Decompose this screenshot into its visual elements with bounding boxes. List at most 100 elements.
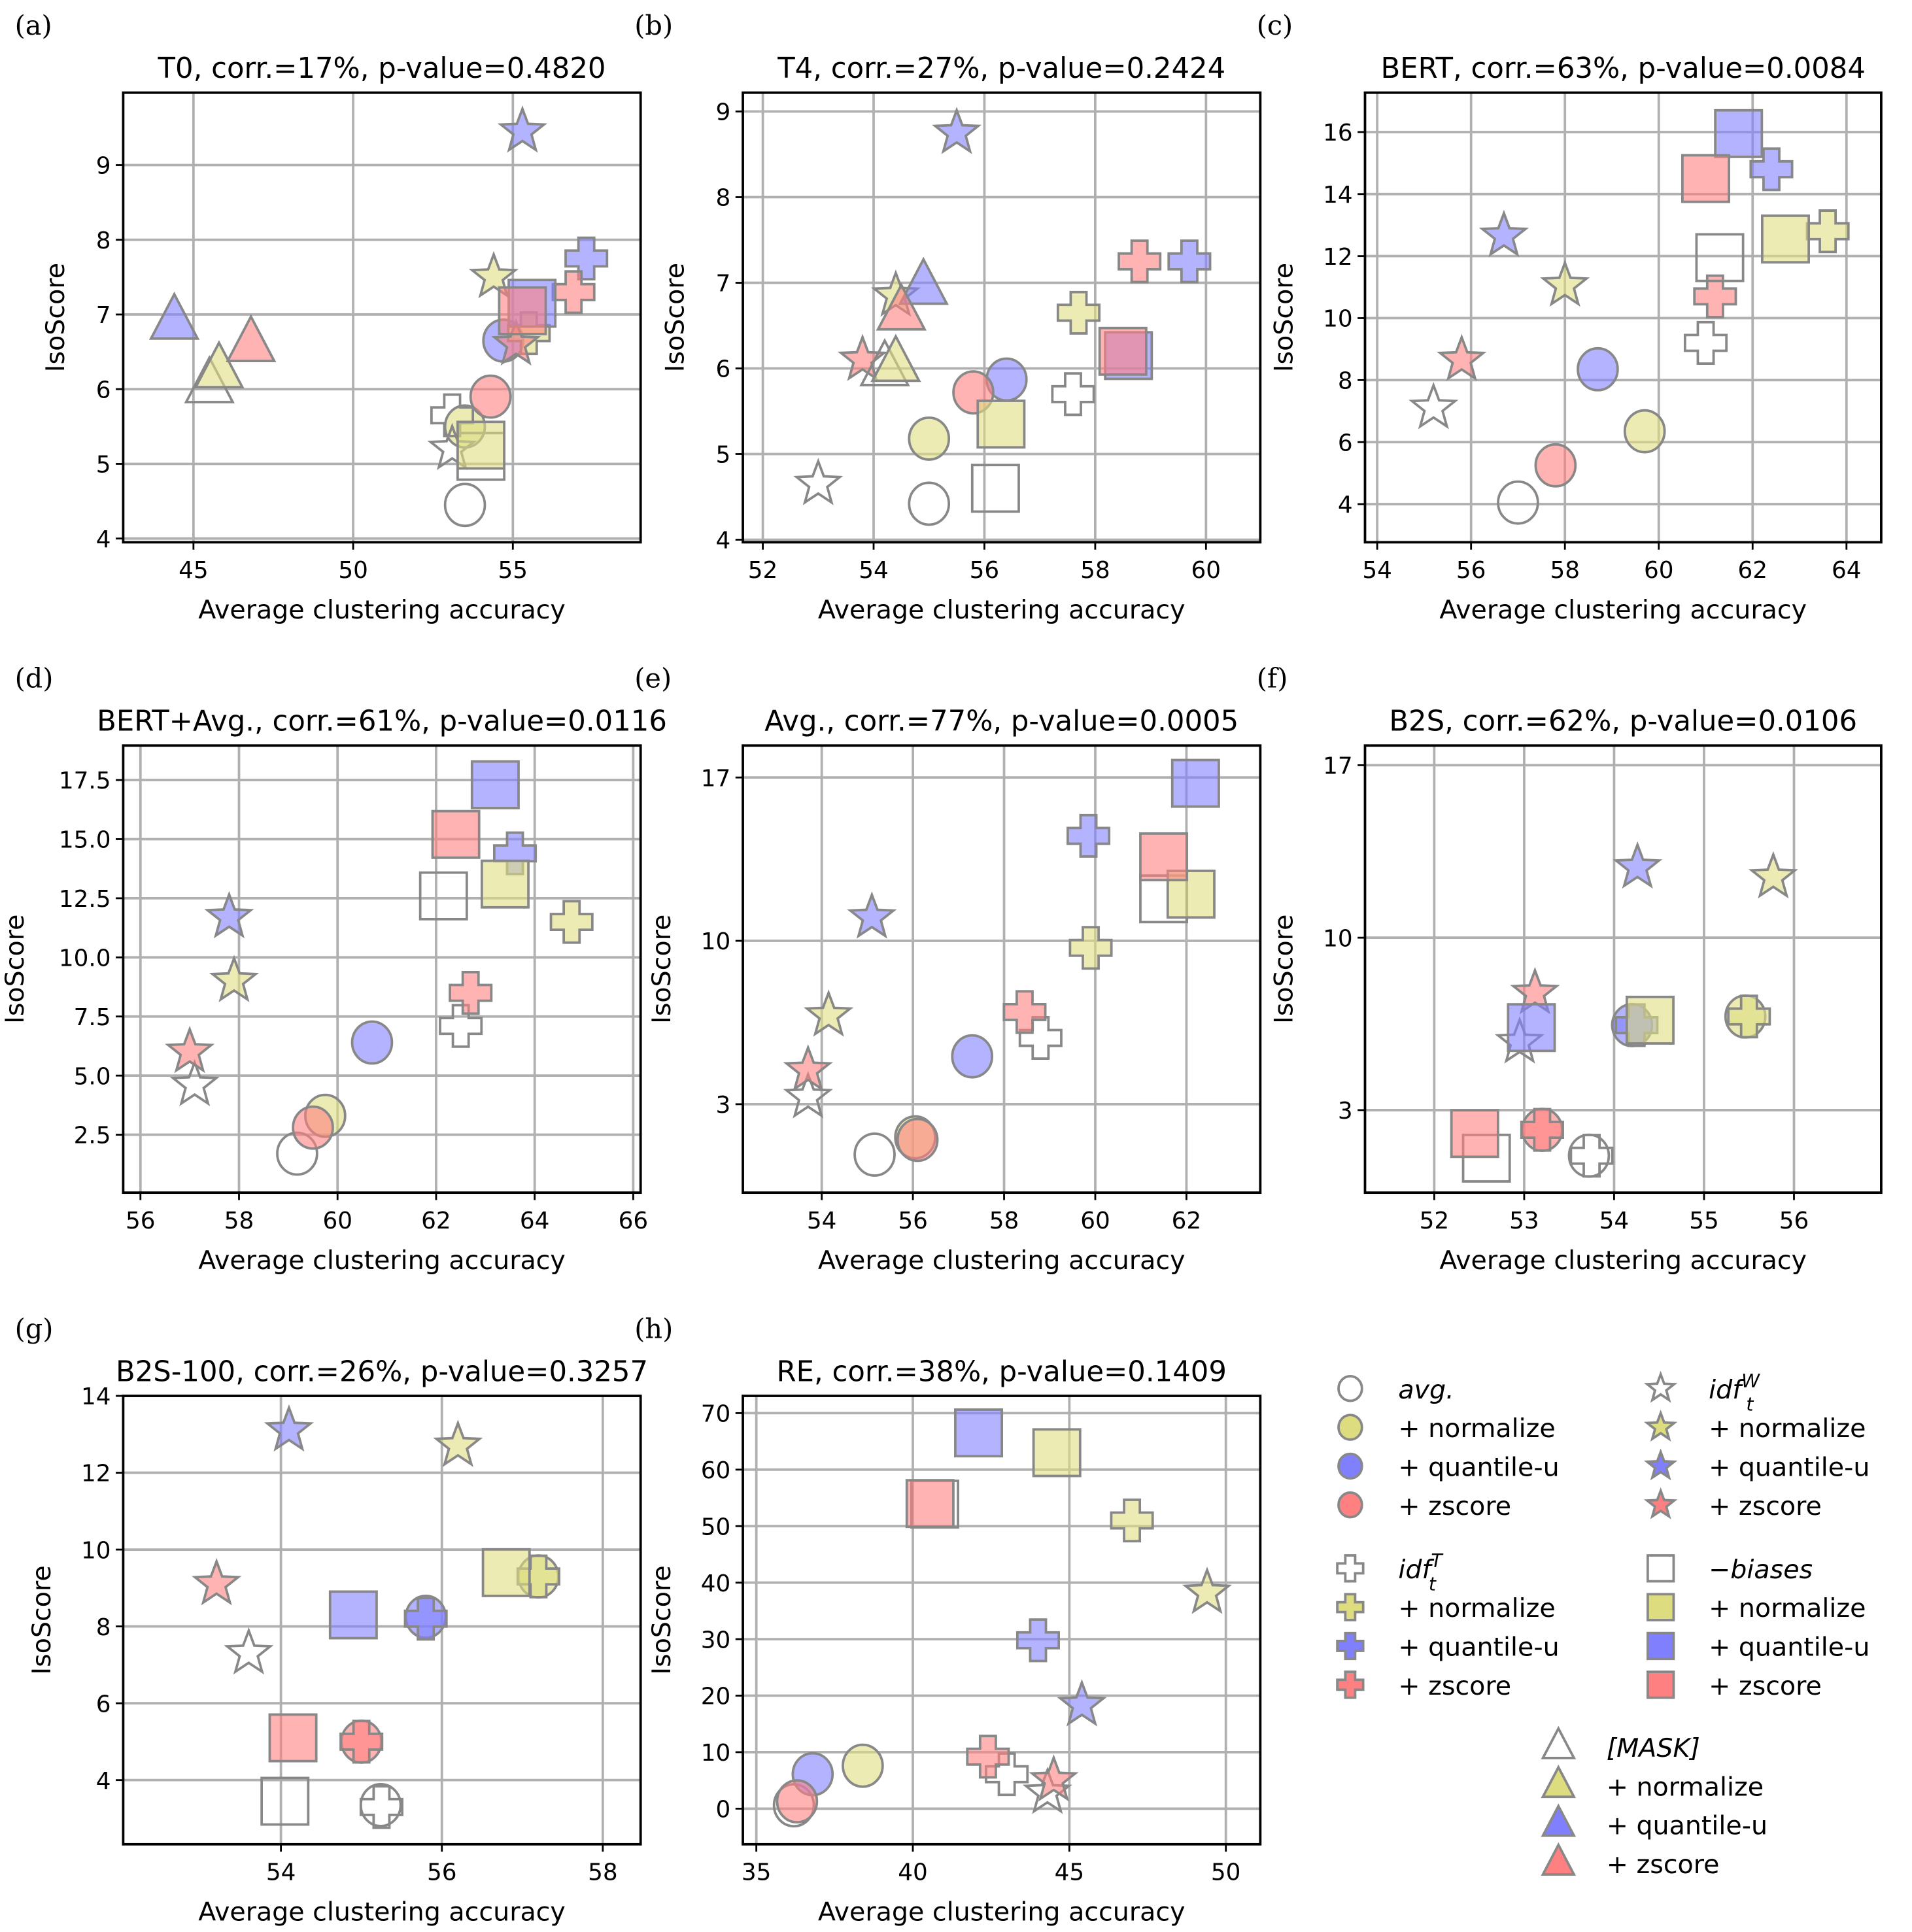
y-tick-label: 20	[701, 1684, 731, 1710]
y-tick-label: 16	[1323, 120, 1353, 146]
x-tick-label: 66	[619, 1208, 649, 1234]
y-tick-label: 12	[81, 1461, 111, 1487]
y-tick-label: 4	[1338, 492, 1353, 518]
legend-triangle-icon	[1541, 1803, 1577, 1837]
legend-star-icon	[1643, 1370, 1678, 1403]
point-plus-quantile-u	[1066, 813, 1111, 858]
data-points	[192, 1404, 560, 1829]
legend-item-square-normalize: + normalize	[1646, 1593, 1866, 1623]
panel-letter: (b)	[634, 10, 673, 41]
legend-label: + zscore	[1398, 1491, 1511, 1521]
legend-label-text: idf	[1709, 1375, 1745, 1405]
point-square-zscore	[1139, 832, 1189, 882]
y-tick-label: 12	[1323, 244, 1353, 271]
y-tick-label: 12.5	[59, 886, 111, 913]
point-star-zscore	[783, 1044, 833, 1092]
point-plus-normalize	[1727, 994, 1771, 1039]
legend-square-icon	[1646, 1593, 1675, 1621]
point-circle-zscore	[469, 374, 512, 419]
panel-letter: (g)	[15, 1313, 54, 1344]
point-star-zscore	[1437, 333, 1487, 381]
point-triangle-zscore	[226, 314, 277, 363]
x-tick-label: 64	[520, 1208, 550, 1234]
legend-label: + quantile-u	[1607, 1811, 1767, 1841]
legend-circle-icon	[1337, 1452, 1363, 1480]
point-plus-quantile-u	[1167, 239, 1212, 284]
legend-item-plus-quantile-u: + quantile-u	[1336, 1631, 1560, 1663]
panel-letter: (d)	[15, 663, 54, 694]
y-axis-label: IsoScore	[647, 915, 677, 1024]
point-plus-none	[359, 1785, 403, 1829]
x-tick-label: 55	[1689, 1208, 1719, 1234]
plot-frame	[742, 744, 1262, 1195]
data-points	[148, 105, 609, 528]
x-tick-label: 56	[126, 1208, 156, 1234]
legend-star-icon	[1643, 1410, 1678, 1442]
point-star-none	[169, 1059, 220, 1107]
point-plus-normalize	[1056, 290, 1101, 335]
x-tick-label: 60	[322, 1208, 352, 1234]
point-circle-none	[853, 1132, 896, 1177]
data-points	[165, 760, 594, 1176]
legend-label: + quantile-u	[1398, 1452, 1559, 1482]
x-tick-label: 60	[1080, 1208, 1110, 1234]
y-tick-label: 17.5	[59, 768, 111, 794]
point-star-none	[793, 458, 844, 505]
point-plus-quantile-u	[1016, 1618, 1061, 1663]
point-plus-zscore	[1118, 239, 1162, 284]
x-axis-label: Average clustering accuracy	[198, 1897, 566, 1927]
y-tick-label: 10	[81, 1537, 111, 1564]
legend-label: + zscore	[1709, 1671, 1822, 1701]
point-plus-normalize	[1110, 1499, 1154, 1543]
point-square-quantile-u	[954, 1408, 1004, 1458]
data-points	[793, 107, 1212, 526]
x-axis-label: Average clustering accuracy	[198, 1246, 566, 1276]
legend-triangle-icon	[1541, 1725, 1577, 1759]
point-star-quantile-u	[497, 105, 548, 153]
point-star-normalize	[1748, 851, 1798, 899]
point-square-normalize	[481, 1548, 531, 1597]
legend-label: + zscore	[1398, 1671, 1511, 1701]
point-square-zscore	[498, 286, 547, 335]
point-square-none	[418, 871, 468, 921]
x-tick-label: 54	[859, 557, 889, 584]
point-square-zscore	[1450, 1109, 1499, 1159]
plot-frame	[1363, 91, 1883, 544]
chart-panel-d: 56 58 60 62 64 66 2.5 5.0 7.5 10.0 12.5 15.0 17.5 BER…	[0, 663, 667, 1276]
plot-frame	[742, 91, 1262, 544]
legend-item-square-none: −biases	[1646, 1554, 1813, 1585]
x-tick-label: 64	[1832, 557, 1862, 584]
y-tick-label: 10	[701, 1740, 731, 1767]
panel-letter: (f)	[1257, 663, 1288, 694]
y-tick-label: 7.5	[74, 1004, 111, 1031]
legend-triangle-icon	[1541, 1765, 1577, 1799]
point-star-zscore	[1510, 966, 1560, 1015]
point-square-normalize	[976, 399, 1026, 449]
legend-circle-icon	[1337, 1491, 1363, 1519]
point-square-normalize	[456, 420, 505, 470]
y-tick-label: 17	[1323, 753, 1353, 780]
point-star-zscore	[192, 1557, 242, 1606]
point-star-normalize	[804, 989, 854, 1037]
x-tick-label: 58	[989, 1208, 1019, 1234]
legend-label: + normalize	[1607, 1772, 1764, 1802]
point-star-zscore	[491, 318, 541, 366]
x-tick-label: 60	[1191, 557, 1221, 584]
y-tick-label: 5	[96, 452, 111, 479]
chart-title: BERT+Avg., corr.=61%, p-value=0.0116	[97, 705, 667, 738]
point-square-quantile-u	[328, 1590, 378, 1640]
legend-square-icon	[1646, 1631, 1675, 1661]
point-plus-zscore	[966, 1735, 1010, 1779]
y-axis-label: IsoScore	[0, 915, 30, 1024]
y-tick-label: 4	[96, 526, 111, 553]
y-tick-label: 3	[1338, 1098, 1353, 1125]
legend-label: + quantile-u	[1398, 1633, 1559, 1663]
legend-square-icon	[1646, 1554, 1675, 1583]
legend-item-circle-normalize: + normalize	[1337, 1414, 1556, 1444]
point-triangle-normalize	[870, 333, 921, 382]
legend-label-text: + normalize	[1607, 1772, 1764, 1802]
x-tick-label: 40	[898, 1859, 928, 1886]
y-tick-label: 50	[701, 1514, 731, 1540]
chart-title: RE, corr.=38%, p-value=0.1409	[777, 1355, 1227, 1388]
